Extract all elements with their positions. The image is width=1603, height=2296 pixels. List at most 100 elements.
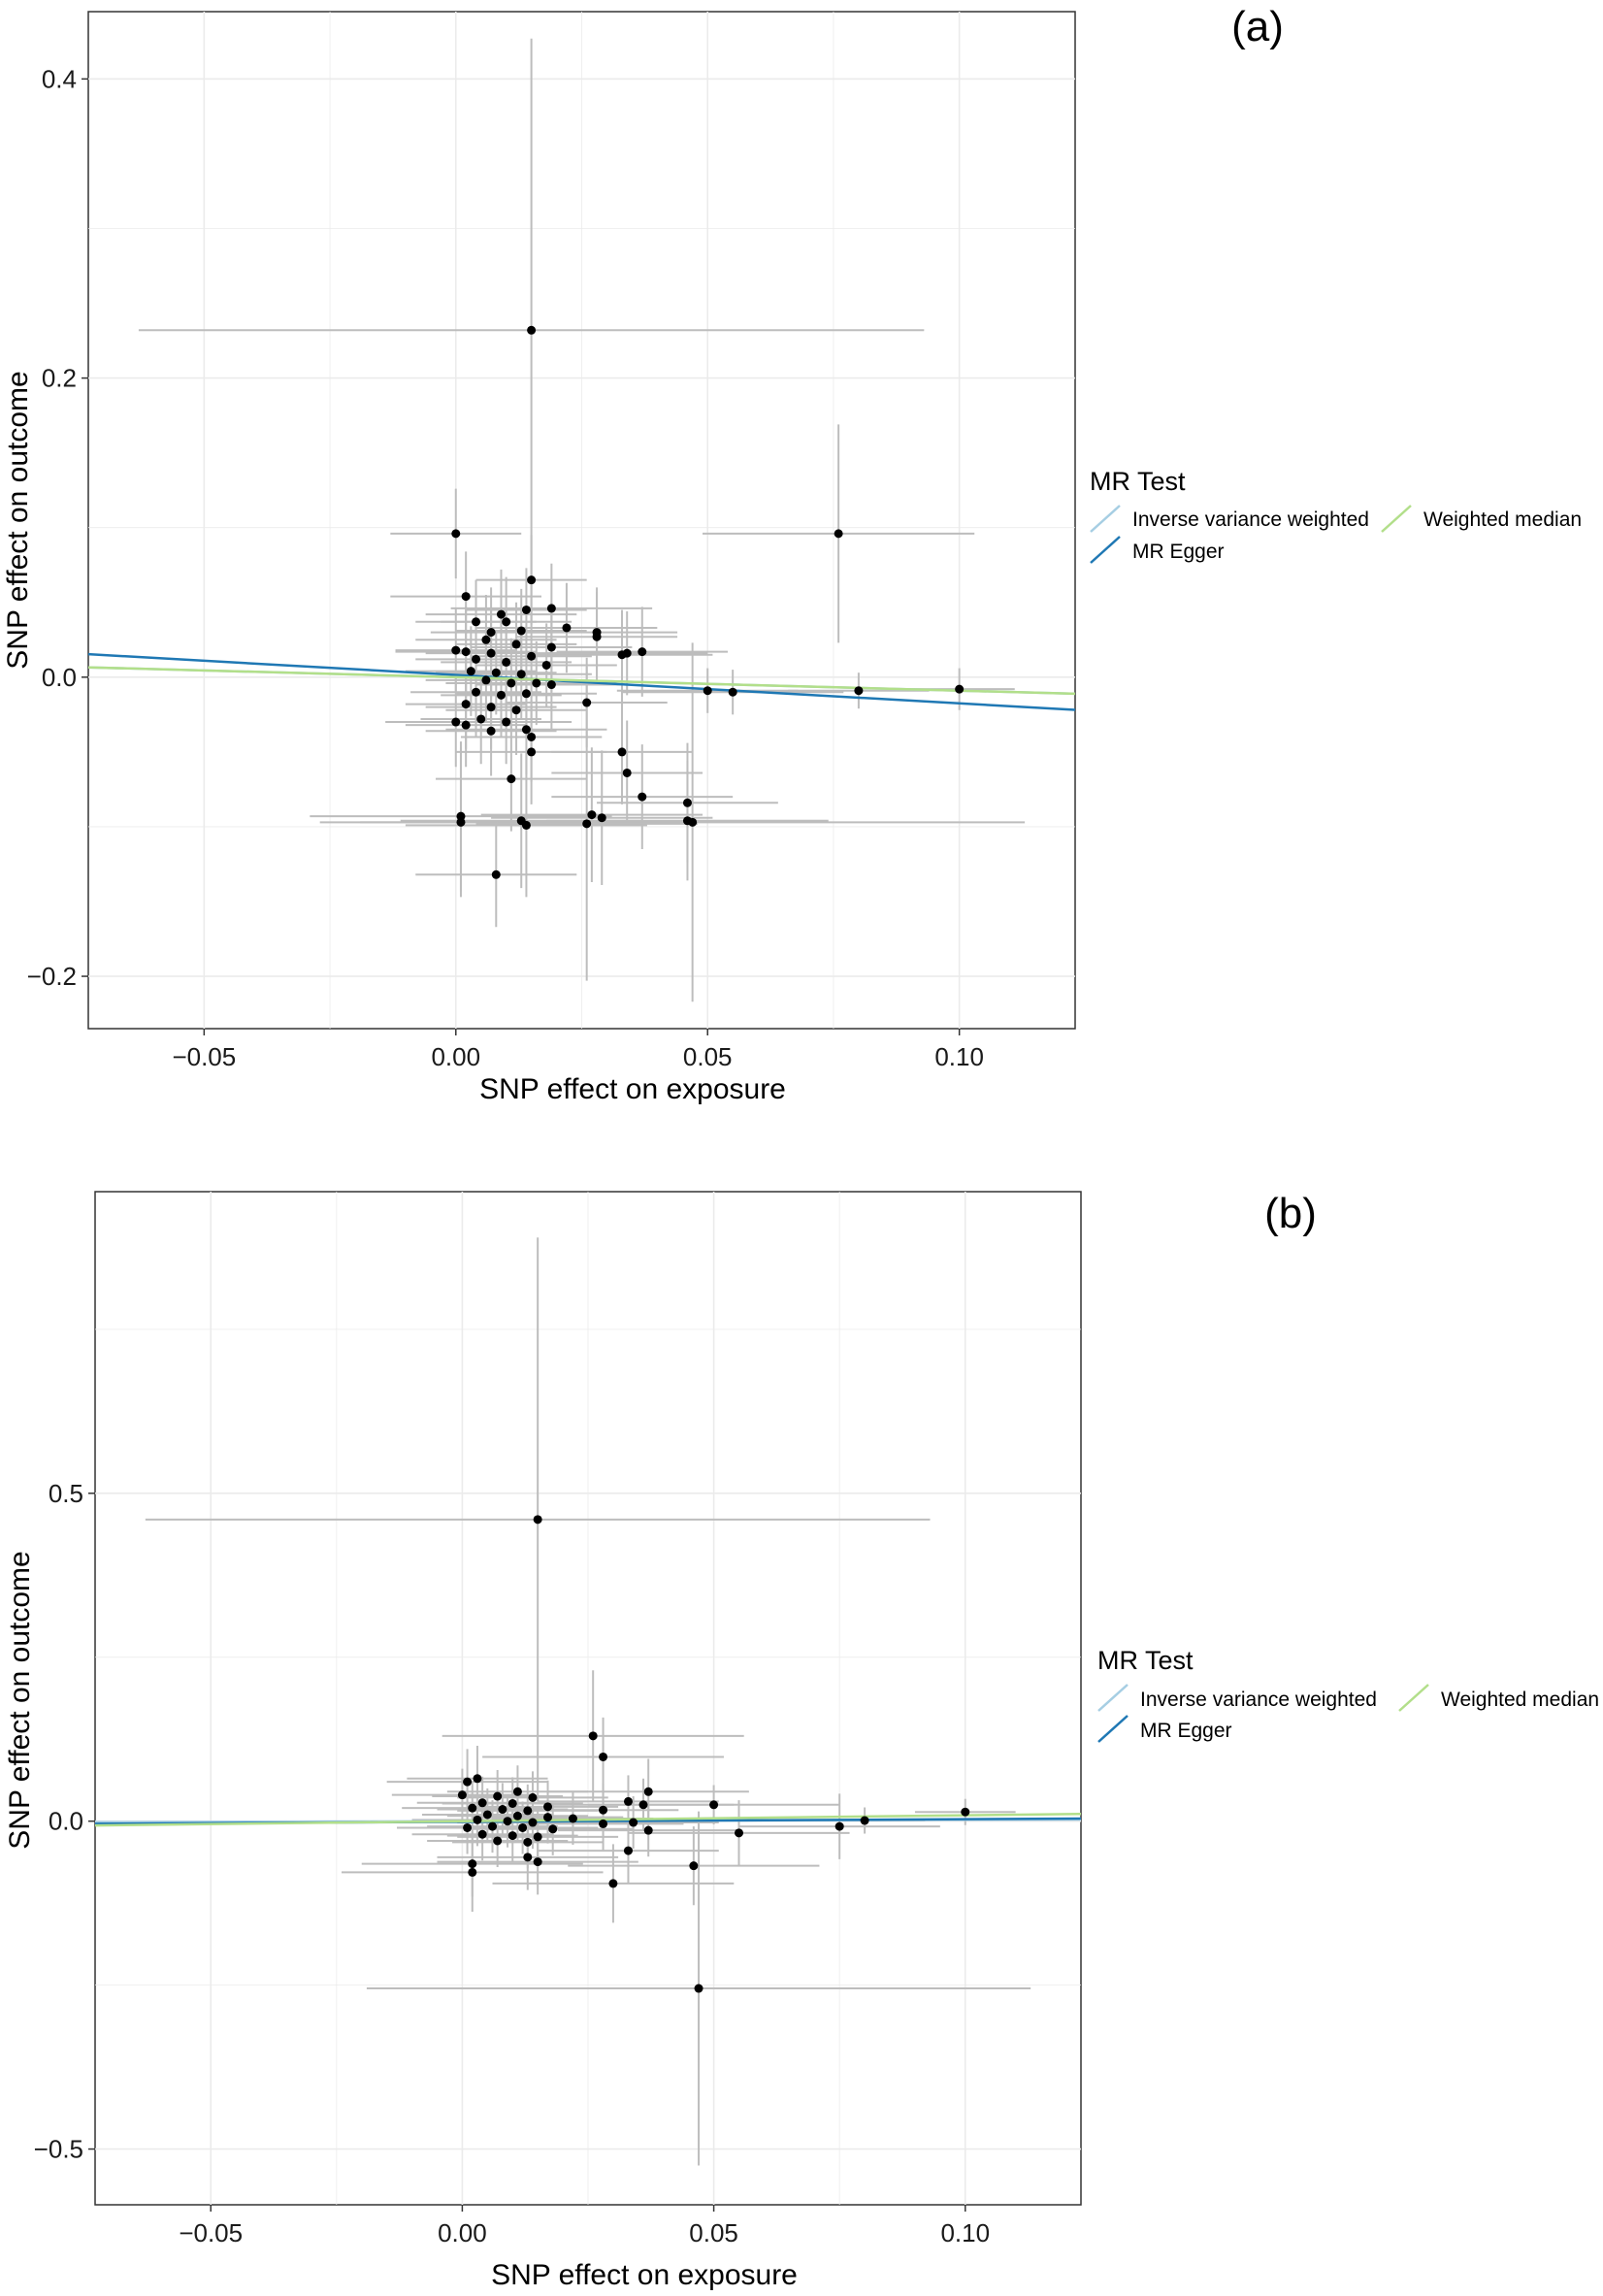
regression-line [94,1812,1082,1827]
data-point [468,1803,477,1813]
data-point [473,1815,482,1824]
data-point [463,1822,473,1832]
data-point [503,1817,512,1826]
x-tick-label: 0.10 [940,2218,990,2247]
y-tick-label: 0.0 [49,1807,83,1836]
data-point [502,717,511,727]
data-point [546,680,556,690]
data-point [622,768,632,777]
data-point [527,325,537,335]
data-point [511,640,521,649]
data-point [481,675,491,685]
data-point [682,798,692,807]
data-point [516,626,526,636]
points-b [457,1515,970,1993]
data-point [491,668,501,677]
data-point [488,1821,498,1831]
data-point [541,660,551,670]
data-point [588,1731,598,1741]
panel-b: −0.05 0.00 0.05 0.10 −0.5 0.0 0.5 (b) SNP eff… [4,1190,1599,2291]
x-tick-label: 0.00 [438,2218,487,2247]
data-point [466,667,475,676]
data-point [523,1806,533,1816]
x-tick-label: 0.05 [683,1042,733,1071]
data-point [860,1816,869,1825]
data-point [629,1818,638,1827]
data-point [543,1802,553,1812]
data-point [461,647,471,657]
legend-label-wm-b: Weighted median [1441,1689,1599,1711]
data-point [451,717,461,727]
data-point [527,651,537,661]
data-point [502,657,511,667]
x-tick-label: 0.10 [934,1042,984,1071]
data-point [457,1790,467,1800]
x-tick-label: −0.05 [172,1042,236,1071]
data-point [623,1796,633,1806]
data-point [709,1800,719,1810]
data-point [493,1791,503,1801]
data-point [533,1857,542,1867]
data-point [461,720,471,730]
data-point [486,726,496,736]
regression-line [87,652,1076,711]
y-tick-label: 0.5 [49,1479,83,1508]
legend-title-b: MR Test [1097,1646,1194,1675]
legend-title-a: MR Test [1090,467,1186,496]
data-point [854,686,864,696]
data-point [507,678,516,688]
data-point [521,820,531,830]
data-point [527,732,537,741]
legend-key-wm-a [1381,505,1412,533]
legend-key-wm-b [1398,1684,1429,1712]
legend-key-egger-a [1090,536,1121,564]
data-point [512,1811,522,1820]
data-point [617,747,627,757]
points-a [451,325,965,879]
data-point [528,1818,538,1827]
data-point [491,869,501,879]
data-point [463,1777,473,1787]
data-point [543,1813,553,1822]
y-tick-label: 0.2 [42,364,77,393]
grid-a [88,12,1075,1029]
data-point [486,628,496,638]
data-point [735,1828,744,1838]
x-tick-label: 0.05 [689,2218,738,2247]
data-point [623,1846,633,1855]
data-point [638,1800,648,1810]
data-point [482,1810,492,1820]
regression-lines-b [94,1812,1082,1827]
data-point [472,687,481,697]
y-tick-labels-a: −0.2 0.0 0.2 0.4 [27,64,88,991]
data-point [533,1515,542,1525]
data-point [477,1798,487,1808]
data-point [477,1829,487,1839]
data-point [533,1832,542,1842]
data-point [961,1807,970,1817]
data-point [638,792,647,802]
y-tick-label: 0.0 [42,663,77,692]
legend-key-ivw-b [1097,1684,1129,1712]
data-point [528,1792,538,1802]
data-point [643,1787,653,1796]
data-point [694,1984,703,1993]
data-point [472,654,481,664]
data-point [546,604,556,613]
legend-key-egger-b [1097,1715,1129,1743]
data-point [608,1879,618,1888]
data-point [461,700,471,709]
data-point [582,698,592,707]
data-point [532,678,541,688]
legend-label-egger-a: MR Egger [1132,541,1225,563]
legend-label-ivw-b: Inverse variance weighted [1140,1689,1377,1711]
regression-line [87,666,1076,696]
data-point [451,645,461,655]
data-point [599,1819,608,1828]
legend-a: MR Test Inverse variance weighted MR Egg… [1090,467,1582,564]
data-point [486,648,496,658]
data-point [599,1805,608,1815]
data-point [498,1805,507,1815]
legend-label-wm-a: Weighted median [1423,508,1582,531]
data-point [728,687,737,697]
